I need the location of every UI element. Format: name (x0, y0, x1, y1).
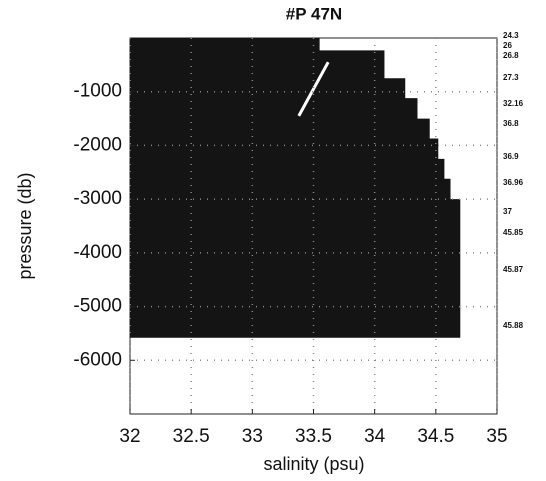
side-label: 32.16 (503, 99, 524, 108)
side-label: 36.8 (503, 119, 519, 128)
x-axis-label: salinity (psu) (263, 454, 364, 474)
side-label: 45.87 (503, 265, 524, 274)
side-label: 45.85 (503, 228, 524, 237)
side-label: 26.8 (503, 51, 519, 60)
side-label: 45.88 (503, 321, 524, 330)
y-tick-label: -3000 (73, 188, 122, 209)
side-label: 36.96 (503, 178, 524, 187)
x-tick-label: 34 (364, 426, 386, 447)
x-tick-label: 35 (486, 426, 507, 447)
data-streak (297, 61, 330, 117)
side-labels: 24.3 26 26.8 27.3 32.16 36.8 36.9 36.96 … (503, 31, 524, 330)
y-tick-label: -6000 (73, 349, 122, 370)
x-tick-label: 32 (119, 426, 140, 447)
y-tick-label: -5000 (73, 296, 122, 317)
chart-title: #P 47N (286, 4, 342, 23)
x-tick-label: 32.5 (173, 426, 210, 447)
x-tick-label: 33 (242, 426, 263, 447)
side-label: 24.3 (503, 31, 519, 40)
data-region (130, 38, 461, 338)
y-tick-label: -1000 (73, 81, 122, 102)
y-tick-label: -4000 (73, 242, 122, 263)
x-tick-label: 33.5 (295, 426, 332, 447)
side-label: 37 (503, 207, 512, 216)
x-tick-label: 34.5 (417, 426, 454, 447)
y-axis-label: pressure (db) (15, 172, 35, 279)
side-label: 36.9 (503, 152, 519, 161)
y-tick-label: -2000 (73, 134, 122, 155)
side-label: 27.3 (503, 73, 519, 82)
side-label: 26 (503, 41, 512, 50)
